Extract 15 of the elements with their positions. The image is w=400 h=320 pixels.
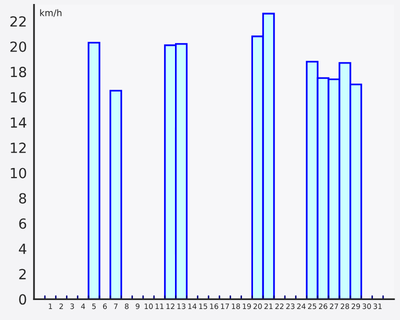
y-tick-label: 12: [10, 142, 26, 153]
y-tick-label: 4: [18, 244, 26, 254]
y-tick-label: 16: [10, 92, 26, 103]
y-tick-label: 8: [19, 193, 26, 204]
y-tick-label: 14: [10, 117, 26, 128]
y-axis-title: km/h: [40, 9, 62, 17]
y-tick-label: 20: [10, 41, 26, 52]
y-tick-label: 2: [19, 268, 26, 280]
y-tick-label: 22: [10, 16, 26, 26]
y-tick-label: 0: [19, 294, 26, 305]
y-tick-label: 18: [10, 66, 26, 78]
y-tick-label: 6: [19, 218, 26, 229]
bar: [110, 90, 122, 300]
bar: [88, 42, 100, 300]
y-tick-label: 10: [10, 168, 26, 178]
